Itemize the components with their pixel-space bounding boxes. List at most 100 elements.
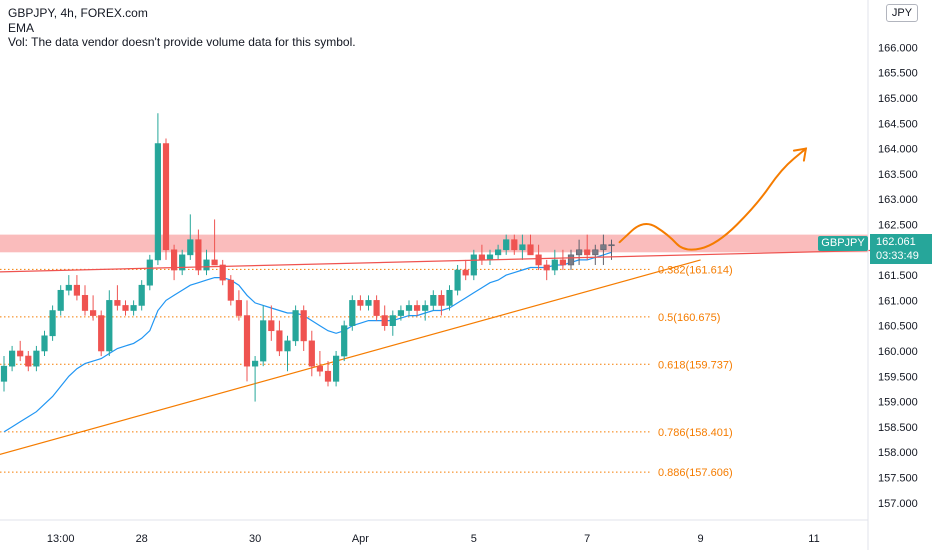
candle-body bbox=[195, 239, 202, 271]
candle-body bbox=[292, 310, 299, 342]
candle-body bbox=[9, 350, 16, 367]
candle-body bbox=[503, 239, 510, 251]
candle-body bbox=[405, 305, 413, 311]
candle-body bbox=[478, 254, 486, 261]
candle-body bbox=[57, 289, 64, 311]
price-tick: 164.000 bbox=[878, 144, 918, 156]
last-price-box: 162.061 03:33:49 bbox=[870, 234, 932, 264]
indicator-label[interactable]: EMA bbox=[8, 20, 35, 35]
candle-body bbox=[179, 254, 186, 271]
candle-body bbox=[575, 249, 583, 256]
candle-body bbox=[316, 365, 324, 372]
price-tick: 160.500 bbox=[878, 321, 918, 333]
candle-body bbox=[122, 305, 129, 311]
price-tick: 163.000 bbox=[878, 194, 918, 206]
candle-body bbox=[187, 239, 194, 256]
price-tick: 165.000 bbox=[878, 93, 918, 105]
candle-body bbox=[438, 295, 445, 306]
candle-body bbox=[324, 370, 332, 382]
candle-body bbox=[486, 254, 494, 261]
candle-body bbox=[357, 300, 364, 306]
ema-line bbox=[3, 251, 612, 433]
candle-body bbox=[341, 325, 348, 357]
candle-body bbox=[130, 305, 137, 311]
candle-body bbox=[49, 310, 56, 337]
fib-label: 0.5(160.675) bbox=[658, 312, 720, 324]
candle-body bbox=[300, 310, 307, 342]
candle-body bbox=[252, 360, 259, 367]
candle-body bbox=[276, 330, 283, 352]
candle-body bbox=[365, 300, 372, 306]
price-tick: 164.500 bbox=[878, 118, 918, 130]
candle-body bbox=[373, 300, 380, 316]
time-tick: 30 bbox=[249, 533, 261, 545]
volume-note: Vol: The data vendor doesn't provide vol… bbox=[8, 35, 356, 49]
price-tick: 157.000 bbox=[878, 498, 918, 510]
candle-body bbox=[65, 284, 72, 291]
symbol-price-tag: GBPJPY bbox=[818, 236, 868, 251]
currency-badge[interactable]: JPY bbox=[886, 4, 918, 22]
time-tick: 13:00 bbox=[47, 533, 75, 545]
candle-body bbox=[73, 284, 80, 296]
price-tick: 158.500 bbox=[878, 422, 918, 434]
candle-body bbox=[33, 350, 40, 367]
candle-body bbox=[592, 249, 599, 256]
candle-body bbox=[446, 289, 453, 306]
candle-body bbox=[235, 300, 243, 316]
candle-body bbox=[584, 249, 591, 256]
price-tick: 163.500 bbox=[878, 169, 918, 181]
candle-body bbox=[543, 264, 550, 271]
candle-body bbox=[470, 254, 477, 276]
candle-body bbox=[81, 295, 89, 311]
candle-body bbox=[146, 259, 153, 286]
candle-body bbox=[608, 244, 615, 247]
candle-body bbox=[90, 310, 97, 316]
time-tick: 7 bbox=[584, 533, 590, 545]
candle-body bbox=[203, 259, 210, 271]
price-tick: 159.000 bbox=[878, 397, 918, 409]
candle-body bbox=[0, 365, 8, 382]
price-tick: 162.500 bbox=[878, 219, 918, 231]
time-tick: 28 bbox=[136, 533, 148, 545]
candle-body bbox=[17, 350, 24, 357]
candle-body bbox=[527, 244, 534, 256]
time-tick: 11 bbox=[808, 533, 819, 545]
candle-body bbox=[413, 305, 421, 311]
price-tick: 160.000 bbox=[878, 346, 918, 358]
resistance-zone bbox=[0, 234, 868, 253]
candle-body bbox=[519, 244, 526, 251]
time-tick: Apr bbox=[352, 533, 369, 545]
symbol-line: GBPJPY, 4h, FOREX.com bbox=[8, 6, 148, 20]
fib-label: 0.618(159.737) bbox=[658, 359, 733, 371]
candle-body bbox=[154, 143, 162, 261]
projection-path bbox=[618, 147, 807, 251]
candle-body bbox=[454, 269, 461, 291]
candle-body bbox=[349, 300, 356, 326]
candle-body bbox=[551, 259, 558, 271]
projection-arrowhead bbox=[792, 147, 808, 162]
price-tick: 161.000 bbox=[878, 295, 918, 307]
candle-body bbox=[171, 249, 178, 271]
price-tick: 161.500 bbox=[878, 270, 918, 282]
price-tick: 157.500 bbox=[878, 472, 918, 484]
chart-legend: GBPJPY, 4h, FOREX.com EMA Vol: The data … bbox=[8, 6, 356, 50]
candle-body bbox=[41, 335, 48, 352]
plot-area bbox=[0, 0, 868, 520]
candle-body bbox=[138, 284, 145, 306]
candle-body bbox=[114, 300, 121, 306]
fib-label: 0.886(157.606) bbox=[658, 467, 733, 479]
fib-label: 0.786(158.401) bbox=[658, 427, 733, 439]
candle-body bbox=[381, 315, 388, 326]
candle-body bbox=[243, 315, 251, 367]
candle-body bbox=[98, 315, 105, 352]
price-tick: 158.000 bbox=[878, 447, 918, 459]
price-tick: 165.500 bbox=[878, 68, 918, 80]
candle-body bbox=[567, 254, 575, 266]
bar-countdown: 03:33:49 bbox=[876, 250, 919, 262]
price-tick: 159.500 bbox=[878, 371, 918, 383]
candle-body bbox=[25, 355, 32, 367]
candle-body bbox=[284, 340, 291, 352]
candle-body bbox=[332, 355, 340, 382]
candle-body bbox=[422, 305, 429, 311]
